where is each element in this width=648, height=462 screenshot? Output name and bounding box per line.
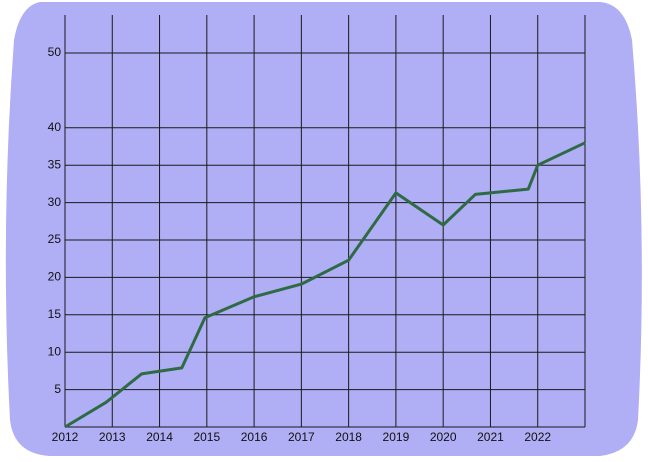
y-tick-label: 30 (48, 195, 62, 209)
x-tick-label: 2014 (146, 430, 173, 444)
x-tick-label: 2022 (524, 430, 551, 444)
y-tick-label: 15 (48, 307, 62, 321)
x-tick-label: 2012 (52, 430, 79, 444)
y-tick-label: 20 (48, 270, 62, 284)
background (5, 2, 642, 456)
x-tick-label: 2013 (99, 430, 126, 444)
x-tick-label: 2019 (383, 430, 410, 444)
y-tick-label: 10 (48, 344, 62, 358)
x-tick-label: 2016 (241, 430, 268, 444)
data-line (64, 141, 586, 429)
y-tick-label: 35 (48, 157, 62, 171)
y-tick-label: 5 (54, 382, 61, 396)
x-tick-label: 2017 (288, 430, 315, 444)
x-tick-label: 2020 (430, 430, 457, 444)
y-tick-label: 40 (48, 120, 62, 134)
x-tick-label: 2015 (193, 430, 220, 444)
x-tick-label: 2021 (477, 430, 504, 444)
y-tick-label: 50 (48, 45, 62, 59)
x-tick-label: 2018 (335, 430, 362, 444)
y-tick-label: 25 (48, 232, 62, 246)
